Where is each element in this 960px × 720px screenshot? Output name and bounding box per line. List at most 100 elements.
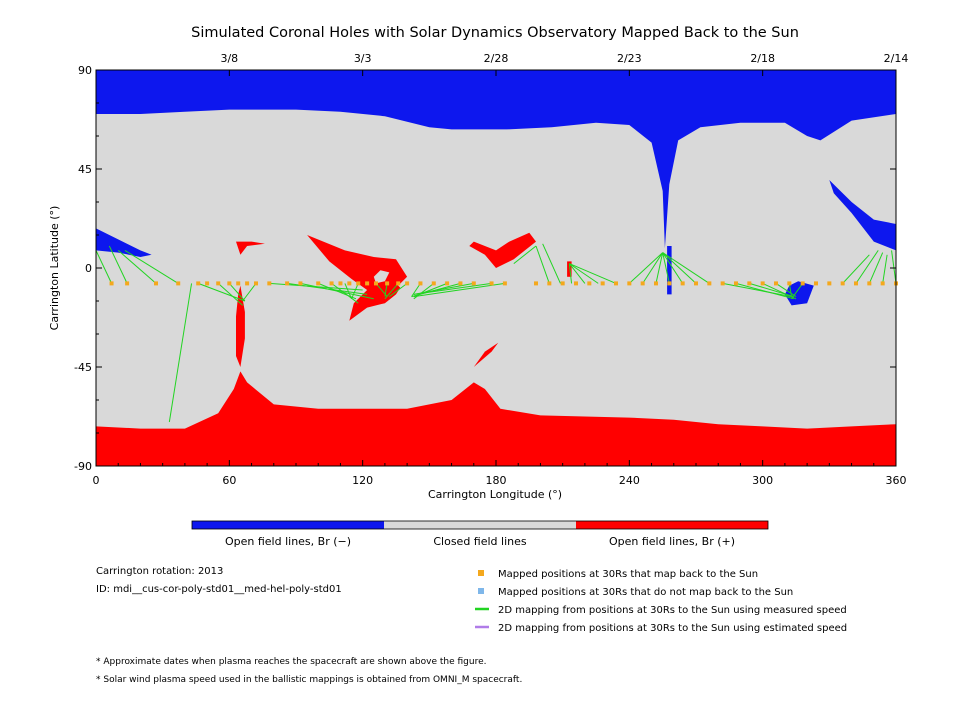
y-axis-ticks: 90 45 0 -45 -90: [74, 64, 896, 473]
positive-coronal-hole: [469, 232, 536, 268]
legend-label: 2D mapping from positions at 30Rs to the…: [498, 623, 847, 634]
mapped-position-point: [867, 281, 872, 286]
measured-speed-mapping-line: [344, 283, 353, 299]
mapped-position-point: [800, 281, 805, 286]
south-polar-coronal-hole: [96, 371, 896, 466]
mapped-position-point: [418, 281, 423, 286]
date-tick-label: 2/28: [484, 52, 509, 65]
mapped-position-point: [267, 281, 272, 286]
measured-speed-mapping-line: [655, 252, 664, 284]
measured-speed-mapping-line: [788, 283, 793, 297]
mapped-position-point: [338, 281, 343, 286]
mapped-position-point: [396, 281, 401, 286]
colorbar-segment: [192, 521, 384, 529]
colorbar-label: Open field lines, Br (+): [609, 535, 735, 548]
date-tick-labels: 3/8 3/3 2/28 2/23 2/18 2/14: [220, 52, 908, 65]
legend-square-swatch: [478, 588, 484, 594]
mapped-position-point: [245, 281, 250, 286]
measured-speed-mapping-line: [662, 252, 710, 284]
measured-speed-mapping-line: [384, 283, 388, 297]
x-tick-label: 60: [222, 474, 236, 487]
legend-label: 2D mapping from positions at 30Rs to the…: [498, 605, 847, 616]
legend-label: Mapped positions at 30Rs that map back t…: [498, 569, 758, 580]
mapped-position-point: [640, 281, 645, 286]
plot-area: [95, 69, 898, 467]
measured-speed-mapping-line: [735, 282, 794, 300]
measured-speed-mapping-line: [568, 263, 573, 284]
measured-speed-mapping-line: [628, 252, 664, 284]
legend: Mapped positions at 30Rs that map back t…: [475, 569, 847, 634]
measured-speed-mapping-line: [389, 282, 408, 298]
mapped-position-point: [254, 281, 258, 286]
negative-coronal-hole: [829, 180, 896, 251]
x-tick-label: 0: [93, 474, 100, 487]
mapped-position-point: [574, 281, 578, 286]
date-tick-label: 2/23: [617, 52, 642, 65]
note-speed: * Solar wind plasma speed used in the ba…: [96, 675, 523, 685]
mapped-position-point: [560, 281, 565, 286]
measured-speed-mapping-line: [568, 263, 586, 284]
colorbar-segment: [384, 521, 576, 529]
measured-speed-mapping-line: [384, 283, 399, 300]
measured-speed-mapping-line: [413, 282, 505, 298]
mapped-position-point: [374, 281, 378, 286]
negative-coronal-hole: [667, 246, 672, 295]
mapped-position-point: [600, 281, 605, 286]
positive-coronal-hole: [307, 235, 408, 321]
x-axis-label: Carrington Longitude (°): [428, 488, 562, 501]
measured-speed-mapping-line: [842, 254, 870, 284]
mapped-position-point: [814, 281, 818, 286]
measured-speed-mapping-line: [331, 282, 359, 304]
mapped-position-point: [298, 281, 303, 286]
measured-speed-mapping-line: [762, 282, 797, 300]
mapped-position-point: [216, 281, 221, 286]
mapped-points: [109, 281, 898, 286]
field-regions: [96, 70, 896, 466]
date-tick-label: 2/18: [750, 52, 775, 65]
chart-title: Simulated Coronal Holes with Solar Dynam…: [191, 25, 799, 41]
mapped-position-point: [458, 281, 463, 286]
measured-speed-mapping-line: [198, 282, 246, 302]
measured-speed-mapping-line: [775, 282, 797, 298]
y-axis-label: Carrington Latitude (°): [48, 206, 61, 331]
mapped-position-point: [445, 281, 450, 286]
mapped-position-point: [176, 281, 181, 286]
measured-speed-mapping-line: [217, 283, 244, 306]
mapped-position-point: [854, 281, 858, 286]
mapped-position-point: [489, 281, 494, 286]
positive-coronal-hole: [236, 285, 245, 367]
measured-speed-mapping-line: [855, 250, 879, 284]
mapped-position-point: [614, 281, 618, 286]
mapped-position-point: [694, 281, 698, 286]
mapped-position-point: [502, 281, 507, 286]
mapped-position-point: [405, 281, 410, 286]
mapped-position-point: [840, 281, 845, 286]
mapped-position-point: [654, 281, 658, 286]
mapped-position-point: [707, 281, 712, 286]
mapped-position-point: [196, 281, 201, 286]
mapped-position-point: [827, 281, 832, 286]
closed-field-island: [373, 270, 390, 284]
colorbar-label: Closed field lines: [433, 535, 527, 548]
x-tick-label: 240: [619, 474, 640, 487]
mapped-position-point: [547, 281, 552, 286]
legend-label: Mapped positions at 30Rs that do not map…: [498, 587, 793, 598]
mapped-position-point: [747, 281, 752, 286]
measured-speed-mapping-line: [117, 250, 157, 284]
colorbar-label: Open field lines, Br (−): [225, 535, 351, 548]
measured-speed-mapping-line: [722, 282, 792, 298]
mapped-position-point: [787, 281, 792, 286]
mapped-position-point: [227, 281, 232, 286]
mapping-lines: [95, 243, 897, 423]
measured-speed-mapping-line: [413, 282, 492, 295]
measured-speed-mapping-line: [108, 245, 128, 284]
mapped-position-point: [285, 281, 290, 286]
date-tick-label: 3/8: [220, 52, 238, 65]
positive-coronal-hole: [236, 241, 265, 255]
measured-speed-mapping-line: [124, 249, 179, 284]
colorbar: Open field lines, Br (−) Closed field lin…: [191, 520, 769, 548]
note-dates: * Approximate dates when plasma reaches …: [96, 657, 487, 667]
mapped-position-point: [236, 281, 241, 286]
mapped-position-point: [385, 281, 390, 286]
